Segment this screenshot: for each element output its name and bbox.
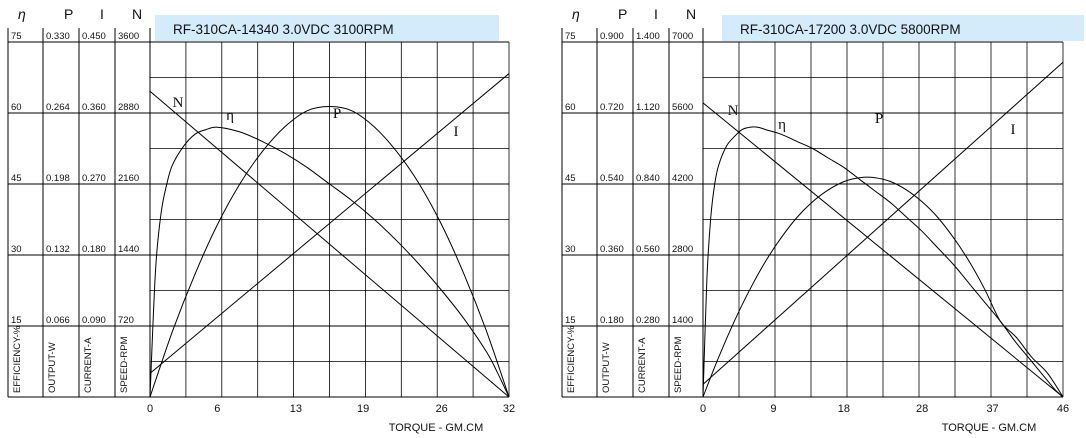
scale-value: 0.540 — [600, 173, 624, 184]
series-curve-current — [702, 61, 1064, 385]
scale-value: 45 — [565, 173, 576, 184]
x-tick-label: 18 — [838, 403, 850, 415]
curve-label: η — [226, 108, 234, 124]
scale-value: 7000 — [672, 31, 693, 42]
scale-value: 0.180 — [82, 244, 106, 255]
scale-value: 1400 — [672, 315, 693, 326]
curve-label: N — [728, 103, 739, 119]
x-tick-label: 26 — [436, 403, 448, 415]
x-tick-label: 0 — [700, 403, 706, 415]
x-tick-label: 9 — [770, 403, 776, 415]
curve-label: P — [875, 111, 883, 127]
curve-label: P — [333, 106, 341, 122]
motor-chart-panel: RF-310CA-17200 3.0VDC 5800RPM η P I N 75 0.900… — [561, 6, 1084, 434]
series-curve-efficiency — [702, 126, 1064, 398]
column-symbol: I — [100, 6, 104, 22]
scale-value: 0.066 — [46, 315, 70, 326]
x-tick-label: 13 — [290, 403, 302, 415]
scale-value: 720 — [118, 315, 134, 326]
scale-value: 30 — [565, 244, 576, 255]
scale-value: 0.264 — [46, 102, 70, 113]
scale-value: 0.560 — [636, 244, 660, 255]
series-curve-efficiency — [149, 126, 510, 398]
column-symbol: I — [654, 6, 658, 22]
scale-value: 1.120 — [636, 102, 660, 113]
column-label: CURRENT-A — [83, 337, 94, 393]
scale-value: 0.198 — [46, 173, 70, 184]
x-tick-label: 0 — [147, 403, 153, 415]
column-symbol: N — [132, 6, 142, 22]
series-curve-speed — [149, 90, 510, 398]
scale-value: 1.400 — [636, 31, 660, 42]
chart-title: RF-310CA-14340 3.0VDC 3100RPM — [173, 22, 394, 37]
scale-value: 0.132 — [46, 244, 70, 255]
curve-label: I — [454, 124, 459, 140]
scale-value: 45 — [11, 173, 22, 184]
column-symbol: η — [572, 6, 580, 22]
scale-value: 0.840 — [636, 173, 660, 184]
scale-value: 0.330 — [46, 31, 70, 42]
column-label: SPEED-RPM — [119, 336, 130, 393]
scale-value: 3600 — [118, 31, 139, 42]
motor-chart-panel: RF-310CA-14340 3.0VDC 3100RPM η P I N 75 0.330… — [7, 6, 515, 434]
column-label: EFFICIENCY-% — [566, 325, 577, 393]
scale-value: 30 — [11, 244, 22, 255]
series-curve-current — [149, 73, 510, 374]
scale-value: 2160 — [118, 173, 139, 184]
column-label: SPEED-RPM — [673, 336, 684, 393]
column-label: OUTPUT-W — [47, 342, 58, 393]
scale-value: 2880 — [118, 102, 139, 113]
column-label: EFFICIENCY-% — [12, 325, 23, 393]
scale-value: 0.090 — [82, 315, 106, 326]
scale-value: 0.280 — [636, 315, 660, 326]
column-symbol: N — [686, 6, 696, 22]
x-tick-label: 19 — [357, 403, 369, 415]
chart-title-box — [722, 15, 1084, 41]
column-symbol: P — [618, 6, 627, 22]
scale-value: 4200 — [672, 173, 693, 184]
scale-value: 0.180 — [600, 315, 624, 326]
x-axis-label: TORQUE - GM.CM — [942, 422, 1037, 434]
series-curve-output — [149, 105, 510, 398]
scale-value: 0.720 — [600, 102, 624, 113]
chart-title: RF-310CA-17200 3.0VDC 5800RPM — [740, 22, 961, 37]
scale-value: 60 — [565, 102, 576, 113]
scale-value: 0.360 — [600, 244, 624, 255]
scale-value: 2800 — [672, 244, 693, 255]
column-label: CURRENT-A — [637, 337, 648, 393]
curve-label: η — [778, 117, 786, 133]
scale-value: 5600 — [672, 102, 693, 113]
x-tick-label: 37 — [986, 403, 998, 415]
scale-value: 1440 — [118, 244, 139, 255]
scale-value: 0.900 — [600, 31, 624, 42]
series-curve-speed — [702, 102, 1064, 398]
scale-value: 60 — [11, 102, 22, 113]
curve-label: N — [173, 95, 184, 111]
curve-label: I — [1011, 122, 1016, 138]
x-axis-label: TORQUE - GM.CM — [389, 422, 484, 434]
column-symbol: η — [18, 6, 26, 22]
scale-value: 15 — [11, 315, 22, 326]
x-tick-label: 32 — [503, 403, 515, 415]
column-symbol: P — [64, 6, 73, 22]
x-tick-label: 6 — [214, 403, 220, 415]
x-tick-label: 46 — [1057, 403, 1069, 415]
x-tick-label: 28 — [916, 403, 928, 415]
scale-value: 0.450 — [82, 31, 106, 42]
scale-value: 0.270 — [82, 173, 106, 184]
column-label: OUTPUT-W — [601, 342, 612, 393]
scale-value: 75 — [565, 31, 576, 42]
scale-value: 15 — [565, 315, 576, 326]
chart-title-box — [155, 15, 499, 41]
scale-value: 0.360 — [82, 102, 106, 113]
scale-value: 75 — [11, 31, 22, 42]
